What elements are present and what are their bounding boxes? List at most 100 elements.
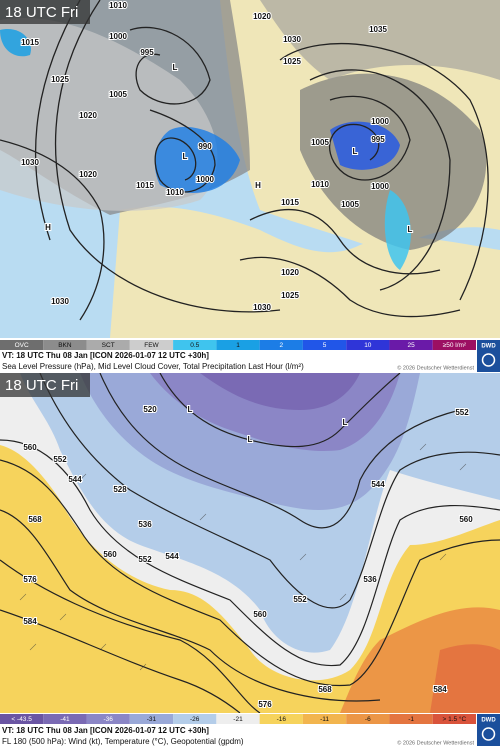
- legend-swatch: [173, 340, 217, 350]
- legend-label: -26: [190, 716, 200, 723]
- map-label: 1020: [79, 111, 97, 120]
- legend-swatch: [302, 714, 347, 724]
- legend-label: -16: [277, 716, 287, 723]
- copyright: © 2026 Deutscher Wetterdienst: [397, 739, 474, 746]
- panel-title: 18 UTC Fri: [5, 377, 78, 394]
- map-label: 1035: [369, 25, 387, 34]
- map-label: 536: [363, 575, 377, 584]
- map-label: 1030: [51, 297, 69, 306]
- map-label: 576: [258, 700, 272, 709]
- map-label: L: [183, 152, 188, 161]
- legend-swatch: [0, 340, 44, 350]
- map-label: 536: [138, 520, 152, 529]
- map-label: 584: [433, 685, 447, 694]
- legend-label: FEW: [144, 342, 159, 349]
- map-label: 1000: [196, 175, 214, 184]
- legend-swatch: [389, 714, 433, 724]
- legend-label: -36: [103, 716, 113, 723]
- logo-box: [477, 340, 500, 372]
- map-label: 1015: [136, 181, 154, 190]
- legend-swatch: [129, 340, 174, 350]
- legend-label: 10: [364, 342, 372, 349]
- legend-label: SCT: [102, 342, 115, 349]
- legend-swatch: [302, 340, 347, 350]
- map-label: L: [408, 225, 413, 234]
- legend-label: 5: [323, 342, 327, 349]
- map-label: 552: [293, 595, 307, 604]
- legend-swatch: [129, 714, 174, 724]
- legend-label: -31: [147, 716, 157, 723]
- legend-swatch: [346, 340, 390, 350]
- map-label: 1000: [371, 117, 389, 126]
- map-label: 576: [23, 575, 37, 584]
- info-line: VT: 18 UTC Thu 08 Jan [ICON 2026-01-07 1…: [2, 726, 209, 735]
- map-label: 1005: [109, 90, 127, 99]
- map-label: 1010: [311, 180, 329, 189]
- legend-swatch: [173, 714, 217, 724]
- map-label: 990: [198, 142, 212, 151]
- legend-swatch: [432, 340, 476, 350]
- map-label: L: [188, 405, 193, 414]
- map-label: 1020: [281, 268, 299, 277]
- legend-label: > 1.5 °C: [442, 715, 466, 723]
- map-label: 568: [318, 685, 332, 694]
- map-label: 995: [140, 48, 154, 57]
- logo: DWD: [481, 344, 496, 350]
- map-label: 1020: [253, 12, 271, 21]
- legend-swatch: [86, 340, 130, 350]
- map-label: 552: [53, 455, 67, 464]
- title-box: [0, 0, 90, 24]
- legend-swatch: [0, 714, 44, 724]
- info-line: Sea Level Pressure (hPa), Mid Level Clou…: [2, 362, 304, 371]
- legend-swatch: [259, 714, 303, 724]
- map-labels: 560 552 544 528 536 544 552 560 568 576 584 520 560 5…: [22, 404, 474, 710]
- legend-swatch: [389, 340, 433, 350]
- legend-label: -21: [233, 716, 243, 723]
- map-label: 528: [113, 485, 127, 494]
- map-label: L: [343, 418, 348, 427]
- map-label: 1030: [253, 303, 271, 312]
- legend-label: 0.5: [190, 342, 199, 349]
- map-label: 560: [459, 515, 473, 524]
- panel-title: 18 UTC Fri: [5, 4, 78, 21]
- legend-label: -41: [60, 716, 70, 723]
- map-label: 560: [23, 443, 37, 452]
- map-label: 560: [103, 550, 117, 559]
- legend-label: OVC: [15, 342, 29, 349]
- map-label: H: [255, 181, 261, 190]
- legend-swatch: [346, 714, 390, 724]
- map-label: 552: [138, 555, 152, 564]
- title-box: [0, 373, 90, 397]
- legend-swatch: [86, 714, 130, 724]
- map-label: L: [248, 435, 253, 444]
- map-labels: 1010 1000 995 1005 1020 1025 1030 990 1000 1010 10…: [20, 0, 413, 313]
- logo-box: [477, 714, 500, 746]
- map-label: 1000: [371, 182, 389, 191]
- map-label: 584: [23, 617, 37, 626]
- legend-swatch: [216, 340, 260, 350]
- legend-label: 25: [407, 342, 415, 349]
- map-label: 520: [143, 405, 157, 414]
- legend-label: -1: [408, 716, 414, 723]
- map-label: 1005: [311, 138, 329, 147]
- map-label: 544: [68, 475, 82, 484]
- map-label: 1000: [109, 32, 127, 41]
- map-label: 544: [371, 480, 385, 489]
- legend-label: 1: [236, 342, 240, 349]
- legend-swatch: [259, 340, 303, 350]
- map-label: 1015: [281, 198, 299, 207]
- legend-swatch: [432, 714, 476, 724]
- map-label: 1010: [166, 188, 184, 197]
- map-label: 568: [28, 515, 42, 524]
- logo: DWD: [481, 718, 496, 724]
- map-label: 560: [253, 610, 267, 619]
- map-label: H: [45, 223, 51, 232]
- legend-swatch: [216, 714, 260, 724]
- logo-mark: [481, 727, 496, 741]
- map-label: L: [353, 147, 358, 156]
- map-label: 1025: [281, 291, 299, 300]
- copyright: © 2026 Deutscher Wetterdienst: [397, 364, 474, 371]
- info-line: VT: 18 UTC Thu 08 Jan [ICON 2026-01-07 1…: [2, 351, 209, 360]
